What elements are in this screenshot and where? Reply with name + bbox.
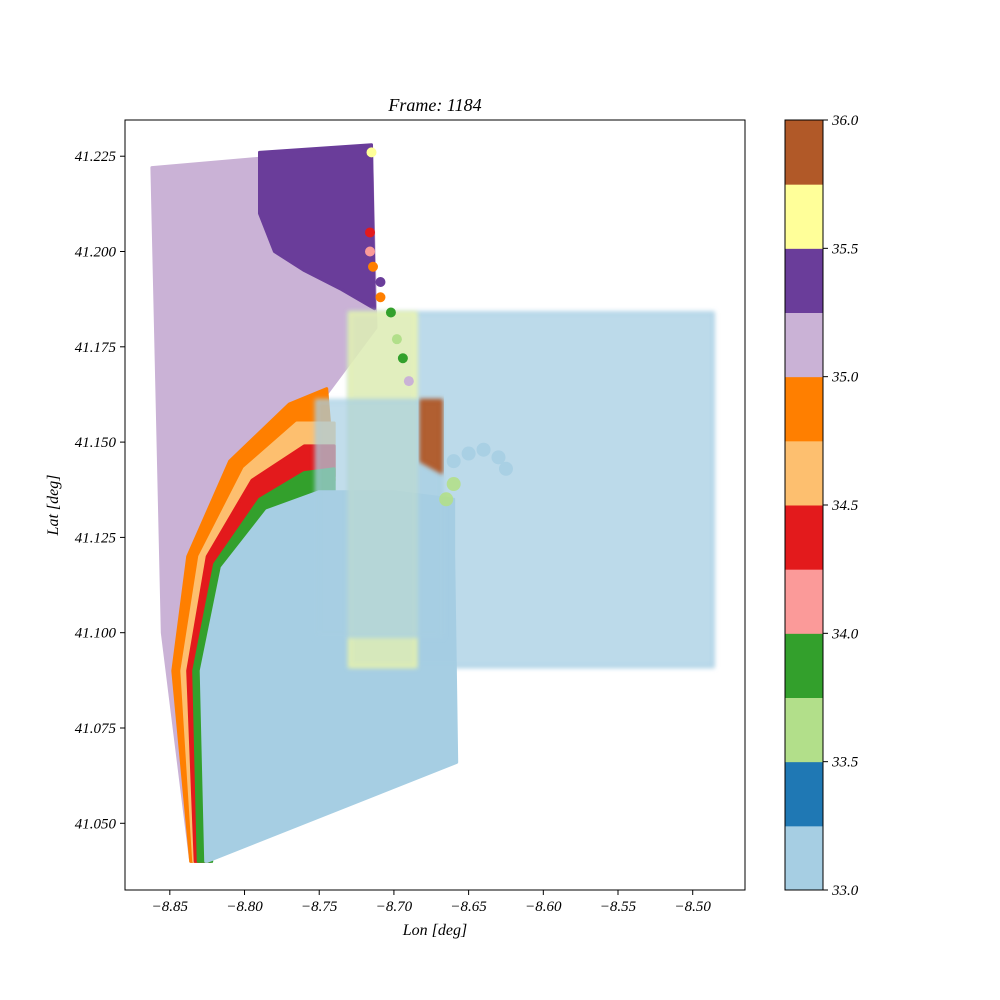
plume-point-1 (461, 446, 476, 461)
trail-point-4 (375, 277, 386, 288)
colorbar-segment (785, 312, 823, 378)
plume-point-4 (498, 461, 513, 476)
x-axis-label: Lon [deg] (402, 922, 467, 939)
y-tick-label: 41.200 (75, 245, 117, 261)
y-axis: 41.050 41.075 41.100 41.125 41.150 41.175 41.2… (75, 149, 125, 832)
plume-point-5 (446, 477, 461, 492)
y-axis-label: Lat [deg] (45, 475, 62, 537)
colorbar-tick-label: 36.0 (831, 113, 859, 129)
plume-point-2 (476, 442, 491, 457)
y-tick-label: 41.175 (75, 340, 117, 356)
plume-point-6 (439, 492, 454, 507)
field-purple-patch (258, 143, 376, 311)
trail-point-1 (365, 227, 376, 238)
y-tick-label: 41.050 (75, 816, 117, 832)
y-tick-label: 41.225 (75, 149, 117, 165)
y-tick-label: 41.075 (75, 721, 117, 737)
colorbar-segment (785, 248, 823, 313)
y-tick-label: 41.125 (75, 530, 117, 546)
colorbar-segment (785, 761, 823, 827)
colorbar-tick-label: 34.5 (831, 498, 859, 514)
trail-point-0 (366, 147, 377, 158)
colorbar-segment (785, 633, 823, 698)
trail-point-6 (385, 307, 396, 318)
x-tick-label: −8.75 (301, 899, 338, 915)
x-tick-label: −8.60 (525, 899, 562, 915)
y-tick-label: 41.100 (75, 626, 117, 642)
x-tick-label: −8.85 (152, 899, 189, 915)
trail-point-9 (403, 376, 414, 387)
axes-frame (124, 119, 746, 891)
plume-point-0 (446, 454, 461, 469)
trail-point-3 (368, 261, 378, 272)
x-tick-label: −8.55 (600, 899, 637, 915)
colorbar-tick-label: 35.0 (831, 370, 859, 386)
colorbar-segment (785, 697, 823, 763)
colorbar-tick-label: 34.0 (831, 626, 859, 642)
colorbar-tick-label: 35.5 (831, 241, 859, 257)
trail-point-2 (365, 246, 376, 257)
chart-title: Frame: 1184 (387, 95, 481, 115)
colorbar-segment (785, 569, 823, 634)
colorbar-segment (785, 376, 823, 442)
trail-point-7 (391, 334, 402, 345)
trail-point-8 (397, 353, 408, 364)
plume-point-3 (491, 450, 506, 465)
y-tick-label: 41.150 (75, 435, 117, 451)
field-center-box-brown-edge (419, 398, 444, 475)
colorbar-segment (785, 120, 823, 185)
colorbar: 33.0 33.5 34.0 34.5 35.0 35.5 36.0 (784, 113, 859, 899)
plot-area (150, 143, 716, 863)
colorbar-segment (785, 440, 823, 506)
x-tick-label: −8.65 (450, 899, 487, 915)
x-tick-label: −8.50 (675, 899, 712, 915)
colorbar-segment (785, 825, 823, 891)
x-tick-label: −8.80 (226, 899, 263, 915)
colorbar-segment (785, 505, 823, 570)
x-tick-label: −8.70 (376, 899, 413, 915)
field-center-box-grey-blue (314, 398, 444, 638)
x-axis: −8.85 −8.80 −8.75 −8.70 −8.65 −8.60 −8.55 −8.50 (152, 890, 712, 915)
colorbar-tick-label: 33.0 (831, 883, 859, 899)
colorbar-segment (785, 184, 823, 249)
trail-point-5 (375, 292, 386, 303)
colorbar-tick-label: 33.5 (831, 755, 859, 771)
